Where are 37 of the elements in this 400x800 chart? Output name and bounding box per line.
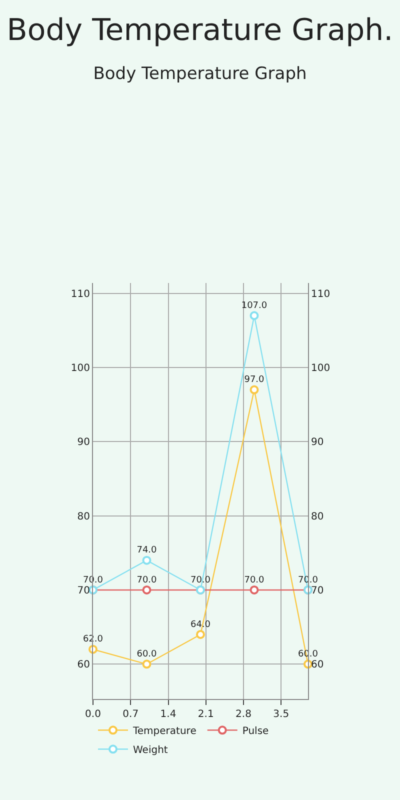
y2-tick-label: 60 <box>311 660 324 671</box>
y2-tick-label: 90 <box>311 437 324 448</box>
point <box>142 556 152 565</box>
point <box>142 660 152 669</box>
point <box>250 385 259 394</box>
point <box>196 630 205 639</box>
y2-tick-label: 70 <box>311 585 324 596</box>
legend-label: Temperature <box>132 726 196 738</box>
y-tick-label: 110 <box>70 288 90 300</box>
point <box>250 311 259 320</box>
legend-label: Weight <box>133 745 168 756</box>
x-tick-label: 2.8 <box>236 709 252 720</box>
y2-tick-label: 80 <box>311 511 324 522</box>
data-label: 107.0 <box>241 301 268 312</box>
data-label: 70.0 <box>136 575 158 586</box>
point <box>250 585 259 594</box>
y-tick-label: 70 <box>77 585 90 596</box>
y-tick-label: 80 <box>77 511 90 522</box>
x-tick-label: 1.4 <box>160 709 176 720</box>
point <box>142 585 152 594</box>
y2-tick-label: 110 <box>311 288 330 300</box>
data-label: 70.0 <box>190 575 211 586</box>
data-label: 74.0 <box>136 546 158 556</box>
x-tick-label: 2.1 <box>198 709 214 720</box>
chart-title: Body Temperature Graph. <box>6 13 394 48</box>
data-label: 97.0 <box>244 375 265 386</box>
y2-tick-label: 100 <box>311 363 330 374</box>
data-label: 60.0 <box>136 650 158 660</box>
chart-subtitle: Body Temperature Graph <box>93 64 307 84</box>
x-tick-label: 3.5 <box>273 709 290 720</box>
y-tick-label: 60 <box>77 660 90 671</box>
x-tick-label: 0.0 <box>85 709 101 720</box>
y-tick-label: 100 <box>70 363 90 374</box>
x-tick-label: 0.7 <box>122 709 139 720</box>
y-tick-label: 90 <box>77 437 90 448</box>
data-label: 70.0 <box>244 575 265 586</box>
legend-label: Pulse <box>242 726 269 738</box>
